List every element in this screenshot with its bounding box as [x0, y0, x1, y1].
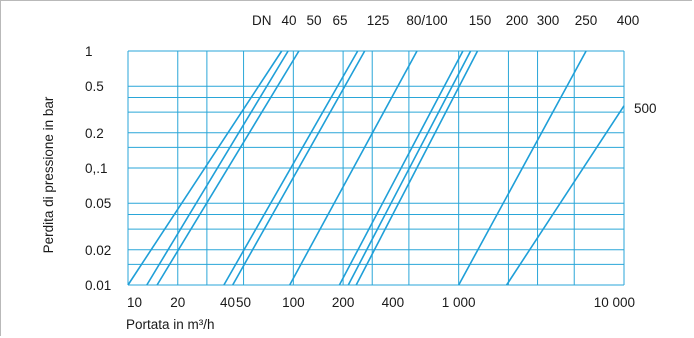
series-lines — [127, 50, 625, 286]
series-line-dn-300 — [347, 50, 472, 286]
x-tick-label: 10 — [127, 295, 142, 310]
y-tick-label: 0,.1 — [85, 161, 108, 176]
y-tick-label: 0.2 — [85, 126, 104, 141]
series-label-dn: 200 — [506, 13, 529, 28]
series-line-dn-50 — [146, 50, 289, 286]
series-label-dn: 50 — [306, 13, 321, 28]
x-tick-label: 20 — [170, 295, 185, 310]
y-axis-label: Perdita di pressione in bar — [41, 96, 56, 253]
x-tick-label: 10 000 — [594, 295, 635, 310]
series-line-dn-500 — [505, 105, 625, 286]
series-label-dn: 300 — [537, 13, 560, 28]
dn-prefix-label: DN — [252, 13, 272, 28]
x-tick-label: 400 — [382, 295, 405, 310]
series-line-dn-65 — [156, 50, 300, 286]
series-label-dn: 125 — [367, 13, 390, 28]
series-label-dn: 500 — [634, 101, 657, 116]
x-tick-label: 200 — [332, 295, 355, 310]
series-line-dn-150 — [288, 50, 418, 286]
series-label-dn: 65 — [332, 13, 347, 28]
series-line-dn-400 — [457, 50, 587, 286]
series-line-dn-250 — [355, 50, 479, 286]
series-label-dn: 400 — [617, 13, 640, 28]
x-axis-label: Portata in m³/h — [126, 317, 215, 332]
y-tick-label: 0.02 — [85, 243, 111, 258]
series-line-dn-125 — [223, 50, 359, 286]
x-tick-label: 40 — [220, 295, 235, 310]
series-line-dn-200 — [338, 50, 464, 286]
y-tick-labels: 0.01 0.02 0.05 0,.1 0.2 0.5 1 — [85, 44, 111, 293]
grid — [127, 50, 625, 286]
y-tick-label: 0.05 — [85, 196, 111, 211]
x-tick-label: 1 000 — [442, 295, 476, 310]
series-label-dn: 250 — [575, 13, 598, 28]
series-label-dn: 80/100 — [406, 13, 447, 28]
y-tick-label: 0.5 — [85, 79, 104, 94]
series-label-dn: 150 — [469, 13, 492, 28]
x-tick-label: 100 — [282, 295, 305, 310]
y-tick-label: 1 — [85, 44, 93, 59]
series-line-dn-80-100 — [232, 50, 366, 286]
x-tick-label: 50 — [236, 295, 251, 310]
series-label-dn: 40 — [281, 13, 296, 28]
x-tick-labels: 10 20 40 50 100 200 400 1 000 10 000 — [127, 295, 635, 310]
y-tick-label: 0.01 — [85, 278, 111, 293]
series-line-dn-40 — [127, 50, 283, 286]
dn-labels: DN 40 50 65 125 80/100 150 200 300 250 400 500 — [252, 13, 657, 116]
